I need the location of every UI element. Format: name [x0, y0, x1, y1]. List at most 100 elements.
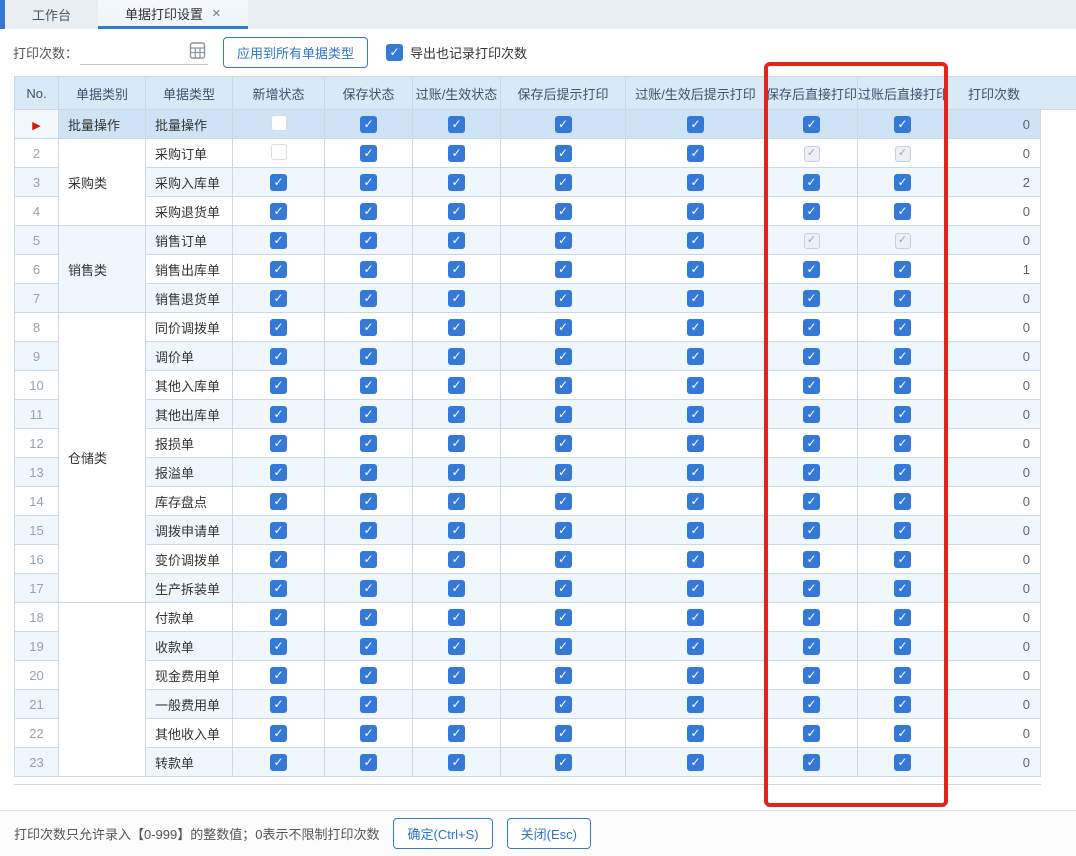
checkbox-post-prompt[interactable] — [687, 173, 704, 191]
checkbox-save-direct[interactable] — [803, 753, 820, 771]
checkbox-save-prompt[interactable] — [554, 637, 572, 655]
checkbox-save-prompt[interactable] — [554, 144, 572, 162]
checkbox-post[interactable] — [448, 434, 465, 452]
print-count-cell[interactable]: 0 — [947, 138, 1041, 168]
print-count-cell[interactable]: 0 — [947, 370, 1041, 400]
checkbox-new[interactable] — [270, 376, 287, 394]
print-count-cell[interactable]: 0 — [947, 747, 1041, 777]
checkbox-new[interactable] — [270, 405, 287, 423]
checkbox-save-prompt[interactable] — [554, 347, 572, 365]
checkbox-save-prompt[interactable] — [554, 521, 572, 539]
checkbox-new[interactable] — [270, 579, 287, 597]
checkbox-new[interactable] — [270, 521, 287, 539]
checkbox-save-direct[interactable] — [803, 202, 820, 220]
checkbox-save[interactable] — [360, 463, 377, 481]
checkbox-save-prompt[interactable] — [554, 318, 572, 336]
checkbox-post-prompt[interactable] — [687, 492, 704, 510]
table-row[interactable]: 21 一般费用单 0 — [14, 689, 1041, 719]
checkbox-save[interactable] — [360, 289, 377, 307]
checkbox-save[interactable] — [360, 492, 377, 510]
print-count-cell[interactable]: 0 — [947, 544, 1041, 574]
checkbox-post[interactable] — [448, 260, 465, 278]
checkbox-new[interactable] — [270, 724, 287, 742]
table-row[interactable]: 17 生产拆装单 0 — [14, 573, 1041, 603]
checkbox-post-direct[interactable] — [894, 637, 911, 655]
checkbox-new[interactable] — [270, 492, 287, 510]
print-count-cell[interactable]: 0 — [947, 312, 1041, 342]
checkbox-post-direct[interactable] — [894, 260, 911, 278]
checkbox-new[interactable] — [270, 143, 287, 160]
checkbox-post-direct[interactable] — [894, 724, 911, 742]
checkbox-post[interactable] — [448, 666, 465, 684]
checkbox-new[interactable] — [270, 550, 287, 568]
checkbox-post-prompt[interactable] — [687, 695, 704, 713]
checkbox-save-direct[interactable] — [803, 608, 820, 626]
print-count-cell[interactable]: 0 — [947, 602, 1041, 632]
table-row[interactable]: 4 采购退货单 0 — [14, 196, 1041, 226]
checkbox-save-prompt[interactable] — [554, 434, 572, 452]
checkbox-post-prompt[interactable] — [687, 550, 704, 568]
print-count-cell[interactable]: 0 — [947, 283, 1041, 313]
checkbox-post-direct[interactable] — [894, 318, 911, 336]
checkbox-post[interactable] — [448, 724, 465, 742]
checkbox-save[interactable] — [360, 173, 377, 191]
print-count-cell[interactable]: 1 — [947, 254, 1041, 284]
checkbox-save-prompt[interactable] — [554, 173, 572, 191]
checkbox-post[interactable] — [448, 492, 465, 510]
checkbox-save[interactable] — [360, 347, 377, 365]
checkbox-save-direct[interactable] — [803, 724, 820, 742]
checkbox-save-prompt[interactable] — [554, 376, 572, 394]
checkbox-post[interactable] — [448, 550, 465, 568]
checkbox-save[interactable] — [360, 608, 377, 626]
checkbox-save-prompt[interactable] — [554, 260, 572, 278]
checkbox-post-direct[interactable] — [894, 608, 911, 626]
checkbox-save-direct[interactable] — [803, 579, 820, 597]
table-row[interactable]: 2采购类采购订单0 — [14, 138, 1041, 226]
table-row[interactable]: 9 调价单 0 — [14, 341, 1041, 371]
print-count-cell[interactable]: 0 — [947, 573, 1041, 603]
checkbox-new[interactable] — [270, 463, 287, 481]
checkbox-save-prompt[interactable] — [554, 579, 572, 597]
checkbox-post[interactable] — [448, 318, 465, 336]
checkbox-post[interactable] — [448, 231, 465, 249]
checkbox-save-direct[interactable] — [803, 173, 820, 191]
checkbox-post[interactable] — [448, 115, 465, 133]
checkbox-post[interactable] — [448, 202, 465, 220]
tab-print-settings[interactable]: 单据打印设置 × — [98, 0, 248, 29]
checkbox-save[interactable] — [360, 666, 377, 684]
checkbox-post-prompt[interactable] — [687, 724, 704, 742]
checkbox-save-direct[interactable] — [803, 463, 820, 481]
checkbox-save[interactable] — [360, 434, 377, 452]
table-row[interactable]: 12 报损单 0 — [14, 428, 1041, 458]
checkbox-post-prompt[interactable] — [687, 579, 704, 597]
table-row[interactable]: 16 变价调拨单 0 — [14, 544, 1041, 574]
checkbox-post-prompt[interactable] — [687, 521, 704, 539]
checkbox-new[interactable] — [270, 231, 287, 249]
checkbox-post-direct[interactable] — [894, 463, 911, 481]
table-row[interactable]: 23 转款单 0 — [14, 747, 1041, 777]
checkbox-post-prompt[interactable] — [687, 405, 704, 423]
checkbox-post-direct[interactable] — [894, 434, 911, 452]
checkbox-post[interactable] — [448, 753, 465, 771]
checkbox-post[interactable] — [448, 579, 465, 597]
table-row[interactable]: 15 调拨申请单 0 — [14, 515, 1041, 545]
table-row[interactable]: 10 其他入库单 0 — [14, 370, 1041, 400]
checkbox-save[interactable] — [360, 579, 377, 597]
checkbox-post-prompt[interactable] — [687, 434, 704, 452]
print-count-cell[interactable]: 0 — [947, 486, 1041, 516]
checkbox-post-prompt[interactable] — [687, 144, 704, 162]
print-count-input[interactable] — [80, 39, 209, 65]
checkbox-new[interactable] — [270, 347, 287, 365]
print-count-cell[interactable]: 0 — [947, 457, 1041, 487]
checkbox-post-direct[interactable] — [894, 666, 911, 684]
checkbox-post-direct[interactable] — [894, 579, 911, 597]
checkbox-post-direct[interactable] — [894, 695, 911, 713]
checkbox-new[interactable] — [270, 114, 287, 131]
checkbox-save-prompt[interactable] — [554, 608, 572, 626]
print-count-cell[interactable]: 0 — [947, 631, 1041, 661]
checkbox-save-prompt[interactable] — [554, 115, 572, 133]
print-count-cell[interactable]: 0 — [947, 515, 1041, 545]
checkbox-new[interactable] — [270, 695, 287, 713]
checkbox-save-prompt[interactable] — [554, 405, 572, 423]
